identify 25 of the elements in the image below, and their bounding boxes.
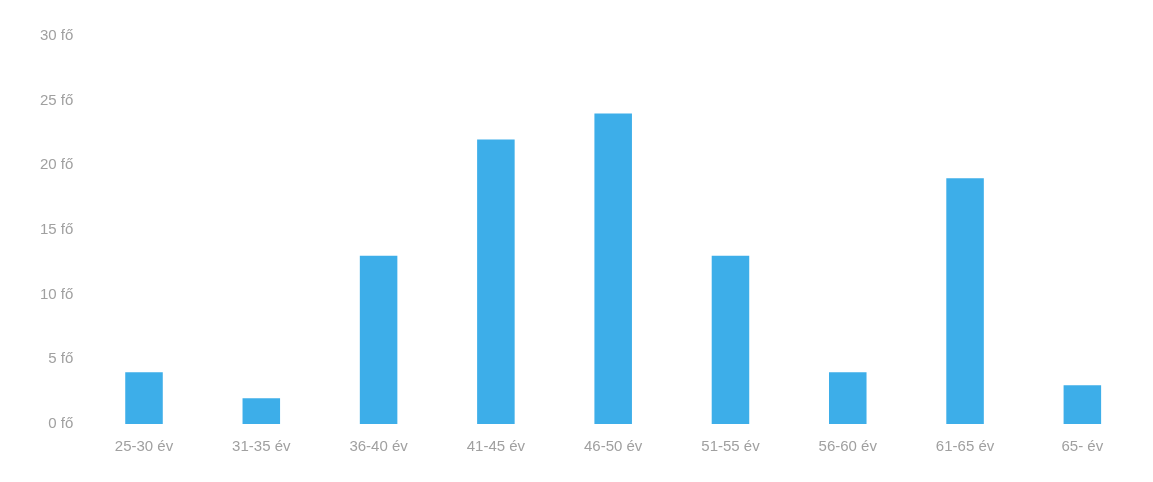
x-tick-label: 65- év (1061, 437, 1104, 455)
bar (594, 113, 632, 424)
bar (711, 255, 750, 424)
bar (477, 139, 515, 424)
y-tick-label: 10 fő (39, 284, 74, 302)
bar (125, 372, 163, 424)
y-tick-label: 20 fő (39, 155, 74, 173)
x-tick-label: 41-45 év (466, 437, 526, 455)
x-tick-label: 61-65 év (935, 437, 995, 455)
x-tick-label: 36-40 év (349, 437, 409, 455)
bar (359, 255, 398, 424)
bar (242, 398, 281, 424)
bar (829, 372, 867, 424)
y-tick-label: 5 fő (48, 349, 74, 367)
x-tick-label: 25-30 év (114, 437, 174, 455)
y-tick-label: 15 fő (39, 220, 74, 238)
x-tick-label: 46-50 év (583, 437, 643, 455)
bar (946, 178, 984, 424)
x-tick-label: 31-35 év (232, 437, 291, 455)
y-tick-label: 25 fő (39, 90, 74, 108)
y-tick-label: 0 fő (48, 414, 74, 432)
x-tick-label: 51-55 év (701, 437, 761, 455)
x-tick-label: 56-60 év (818, 437, 878, 455)
bar (1063, 385, 1102, 424)
y-tick-label: 30 fő (39, 26, 74, 44)
